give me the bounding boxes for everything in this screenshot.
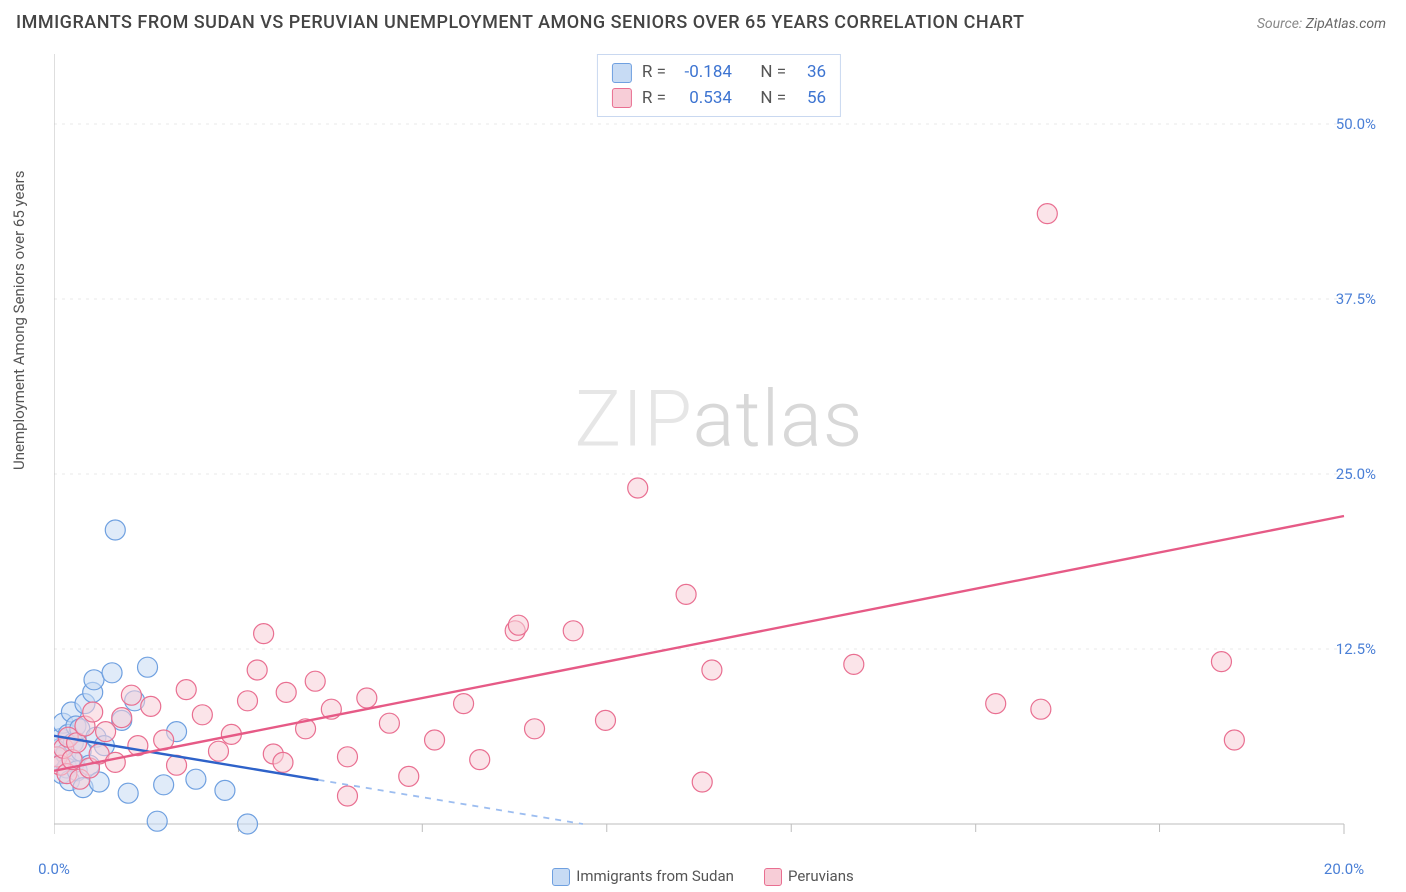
data-point-peru xyxy=(1224,730,1244,750)
trendline-sudan-dashed xyxy=(318,780,582,824)
data-point-peru xyxy=(692,772,712,792)
data-point-sudan xyxy=(84,670,104,690)
data-point-peru xyxy=(357,688,377,708)
stat-n-label: N = xyxy=(760,86,786,112)
legend-item: Peruvians xyxy=(764,867,854,886)
source-value: ZipAtlas.com xyxy=(1306,16,1386,32)
y-tick-label: 12.5% xyxy=(1336,640,1376,658)
source-label: Source: xyxy=(1257,16,1306,32)
data-point-peru xyxy=(254,624,274,644)
legend-item: Immigrants from Sudan xyxy=(552,867,734,886)
y-axis-label: Unemployment Among Seniors over 65 years xyxy=(10,171,28,470)
data-point-peru xyxy=(702,660,722,680)
data-point-peru xyxy=(425,730,445,750)
legend-swatch xyxy=(552,868,570,886)
chart-title: IMMIGRANTS FROM SUDAN VS PERUVIAN UNEMPL… xyxy=(16,12,1024,33)
stat-r-label: R = xyxy=(642,60,666,86)
data-point-peru xyxy=(337,786,357,806)
data-point-peru xyxy=(844,654,864,674)
data-point-peru xyxy=(105,752,125,772)
data-point-sudan xyxy=(105,520,125,540)
data-point-sudan xyxy=(147,811,167,831)
data-point-peru xyxy=(238,691,258,711)
data-point-peru xyxy=(276,682,296,702)
y-tick-label: 37.5% xyxy=(1336,290,1376,308)
data-point-peru xyxy=(399,766,419,786)
data-point-sudan xyxy=(215,780,235,800)
data-point-peru xyxy=(454,694,474,714)
correlation-legend: R = -0.184 N = 36 R = 0.534 N = 56 xyxy=(597,54,841,117)
source-attribution: Source: ZipAtlas.com xyxy=(1257,16,1386,32)
data-point-peru xyxy=(1031,699,1051,719)
data-point-peru xyxy=(112,708,132,728)
stat-n-label: N = xyxy=(760,60,786,86)
y-tick-label: 25.0% xyxy=(1336,465,1376,483)
scatter-plot: ZIPatlas R =-0.184 N =36R =0.534 N =56 1… xyxy=(54,54,1384,850)
data-point-peru xyxy=(986,694,1006,714)
data-point-peru xyxy=(563,621,583,641)
data-point-peru xyxy=(273,752,293,772)
legend-label: Immigrants from Sudan xyxy=(576,867,734,885)
stat-n-value: 36 xyxy=(796,60,826,86)
data-point-peru xyxy=(379,713,399,733)
data-point-peru xyxy=(508,615,528,635)
data-point-peru xyxy=(1211,652,1231,672)
data-point-peru xyxy=(628,478,648,498)
trendline-peru xyxy=(54,516,1344,771)
data-point-peru xyxy=(176,680,196,700)
stat-n-value: 56 xyxy=(796,86,826,112)
stat-swatch xyxy=(612,88,632,108)
legend-label: Peruvians xyxy=(788,867,854,885)
data-point-peru xyxy=(96,722,116,742)
data-point-peru xyxy=(121,685,141,705)
y-tick-label: 50.0% xyxy=(1336,115,1376,133)
stat-row-peru: R = 0.534 N = 56 xyxy=(612,86,826,112)
data-point-peru xyxy=(337,747,357,767)
data-point-sudan xyxy=(138,657,158,677)
data-point-peru xyxy=(192,705,212,725)
data-point-sudan xyxy=(154,775,174,795)
data-point-peru xyxy=(676,584,696,604)
data-point-sudan xyxy=(118,783,138,803)
data-point-peru xyxy=(595,710,615,730)
data-point-sudan xyxy=(238,814,258,834)
x-axis-legend: Immigrants from Sudan Peruvians xyxy=(0,867,1406,886)
data-point-peru xyxy=(141,696,161,716)
stat-swatch xyxy=(612,63,632,83)
data-point-peru xyxy=(83,702,103,722)
stat-r-label: R = xyxy=(642,86,666,112)
stat-r-value: -0.184 xyxy=(676,60,732,86)
data-point-peru xyxy=(470,750,490,770)
data-point-peru xyxy=(305,671,325,691)
data-point-sudan xyxy=(102,663,122,683)
data-point-peru xyxy=(247,660,267,680)
stat-row-sudan: R = -0.184 N = 36 xyxy=(612,60,826,86)
legend-swatch xyxy=(764,868,782,886)
data-point-peru xyxy=(208,741,228,761)
data-point-sudan xyxy=(186,769,206,789)
stat-r-value: 0.534 xyxy=(676,86,732,112)
data-point-peru xyxy=(525,719,545,739)
plot-svg xyxy=(54,54,1384,850)
data-point-peru xyxy=(1037,204,1057,224)
